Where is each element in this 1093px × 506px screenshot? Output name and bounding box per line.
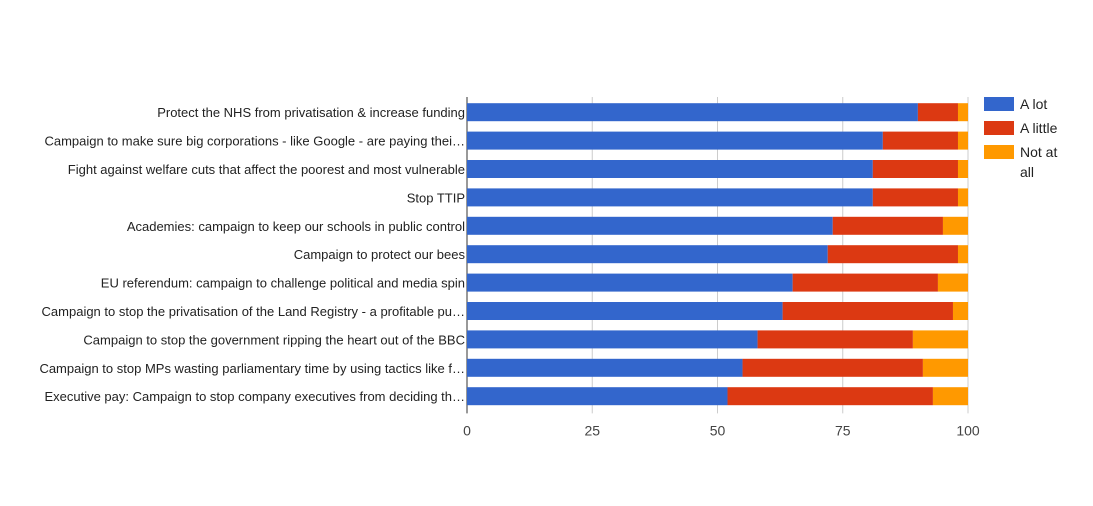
x-axis-ticks: 0 25 50 75 100 xyxy=(463,422,980,438)
bar-segment-a-little xyxy=(882,131,958,150)
legend-label: A little xyxy=(1020,120,1058,136)
bar-segment-a-lot xyxy=(467,188,873,207)
x-tick-label: 25 xyxy=(584,422,600,438)
bar-segment-a-lot xyxy=(467,387,728,406)
category-label: Campaign to make sure big corporations -… xyxy=(44,134,465,149)
category-label: Executive pay: Campaign to stop company … xyxy=(44,389,465,404)
bar-segment-not-at-all xyxy=(957,245,968,264)
x-tick-label: 0 xyxy=(463,422,471,438)
bar-segment-a-little xyxy=(832,216,943,235)
bar-segment-a-little xyxy=(757,330,913,349)
bar-segment-a-little xyxy=(727,387,933,406)
category-labels: Protect the NHS from privatisation & inc… xyxy=(39,105,465,404)
category-label: Fight against welfare cuts that affect t… xyxy=(68,162,465,177)
bar-segment-not-at-all xyxy=(937,273,968,292)
bar-segment-not-at-all xyxy=(932,387,968,406)
bar-segment-not-at-all xyxy=(952,302,968,320)
legend-swatch xyxy=(984,97,1014,111)
bar-segment-a-lot xyxy=(467,131,883,150)
bar-segment-not-at-all xyxy=(957,160,968,178)
legend-swatch xyxy=(984,145,1014,159)
bar-segment-a-little xyxy=(742,358,923,377)
category-label: Protect the NHS from privatisation & inc… xyxy=(157,105,465,120)
bar-segment-not-at-all xyxy=(957,131,968,150)
x-tick-label: 100 xyxy=(956,422,980,438)
category-label: Campaign to protect our bees xyxy=(294,247,466,262)
bar-segment-a-little xyxy=(917,103,958,122)
category-label: Academies: campaign to keep our schools … xyxy=(127,219,465,234)
bar-segment-a-little xyxy=(872,160,958,178)
bar-segment-a-lot xyxy=(467,103,918,122)
bar-segment-a-lot xyxy=(467,302,783,320)
legend-label: all xyxy=(1020,164,1034,180)
legend-swatch xyxy=(984,121,1014,135)
bars-layer xyxy=(467,103,968,406)
bar-segment-not-at-all xyxy=(957,188,968,207)
bar-segment-a-little xyxy=(782,302,953,320)
bar-segment-a-little xyxy=(792,273,938,292)
category-label: Campaign to stop the government ripping … xyxy=(83,332,465,347)
x-tick-label: 50 xyxy=(710,422,726,438)
bar-segment-not-at-all xyxy=(942,216,968,235)
category-label: Campaign to stop the privatisation of th… xyxy=(42,304,465,319)
bar-segment-a-lot xyxy=(467,358,743,377)
category-label: EU referendum: campaign to challenge pol… xyxy=(101,276,465,291)
legend-label: Not at xyxy=(1020,144,1057,160)
bar-segment-a-lot xyxy=(467,216,833,235)
category-label: Campaign to stop MPs wasting parliamenta… xyxy=(39,361,465,376)
bar-segment-a-little xyxy=(827,245,958,264)
bar-segment-not-at-all xyxy=(912,330,968,349)
x-tick-label: 75 xyxy=(835,422,851,438)
bar-segment-a-lot xyxy=(467,273,793,292)
bar-segment-a-little xyxy=(872,188,958,207)
category-label: Stop TTIP xyxy=(407,190,465,205)
legend: A lot A little Not at all xyxy=(984,96,1058,180)
bar-segment-not-at-all xyxy=(922,358,968,377)
legend-label: A lot xyxy=(1020,96,1047,112)
bar-segment-a-lot xyxy=(467,245,828,264)
bar-segment-not-at-all xyxy=(957,103,968,122)
bar-segment-a-lot xyxy=(467,160,873,178)
bar-segment-a-lot xyxy=(467,330,758,349)
